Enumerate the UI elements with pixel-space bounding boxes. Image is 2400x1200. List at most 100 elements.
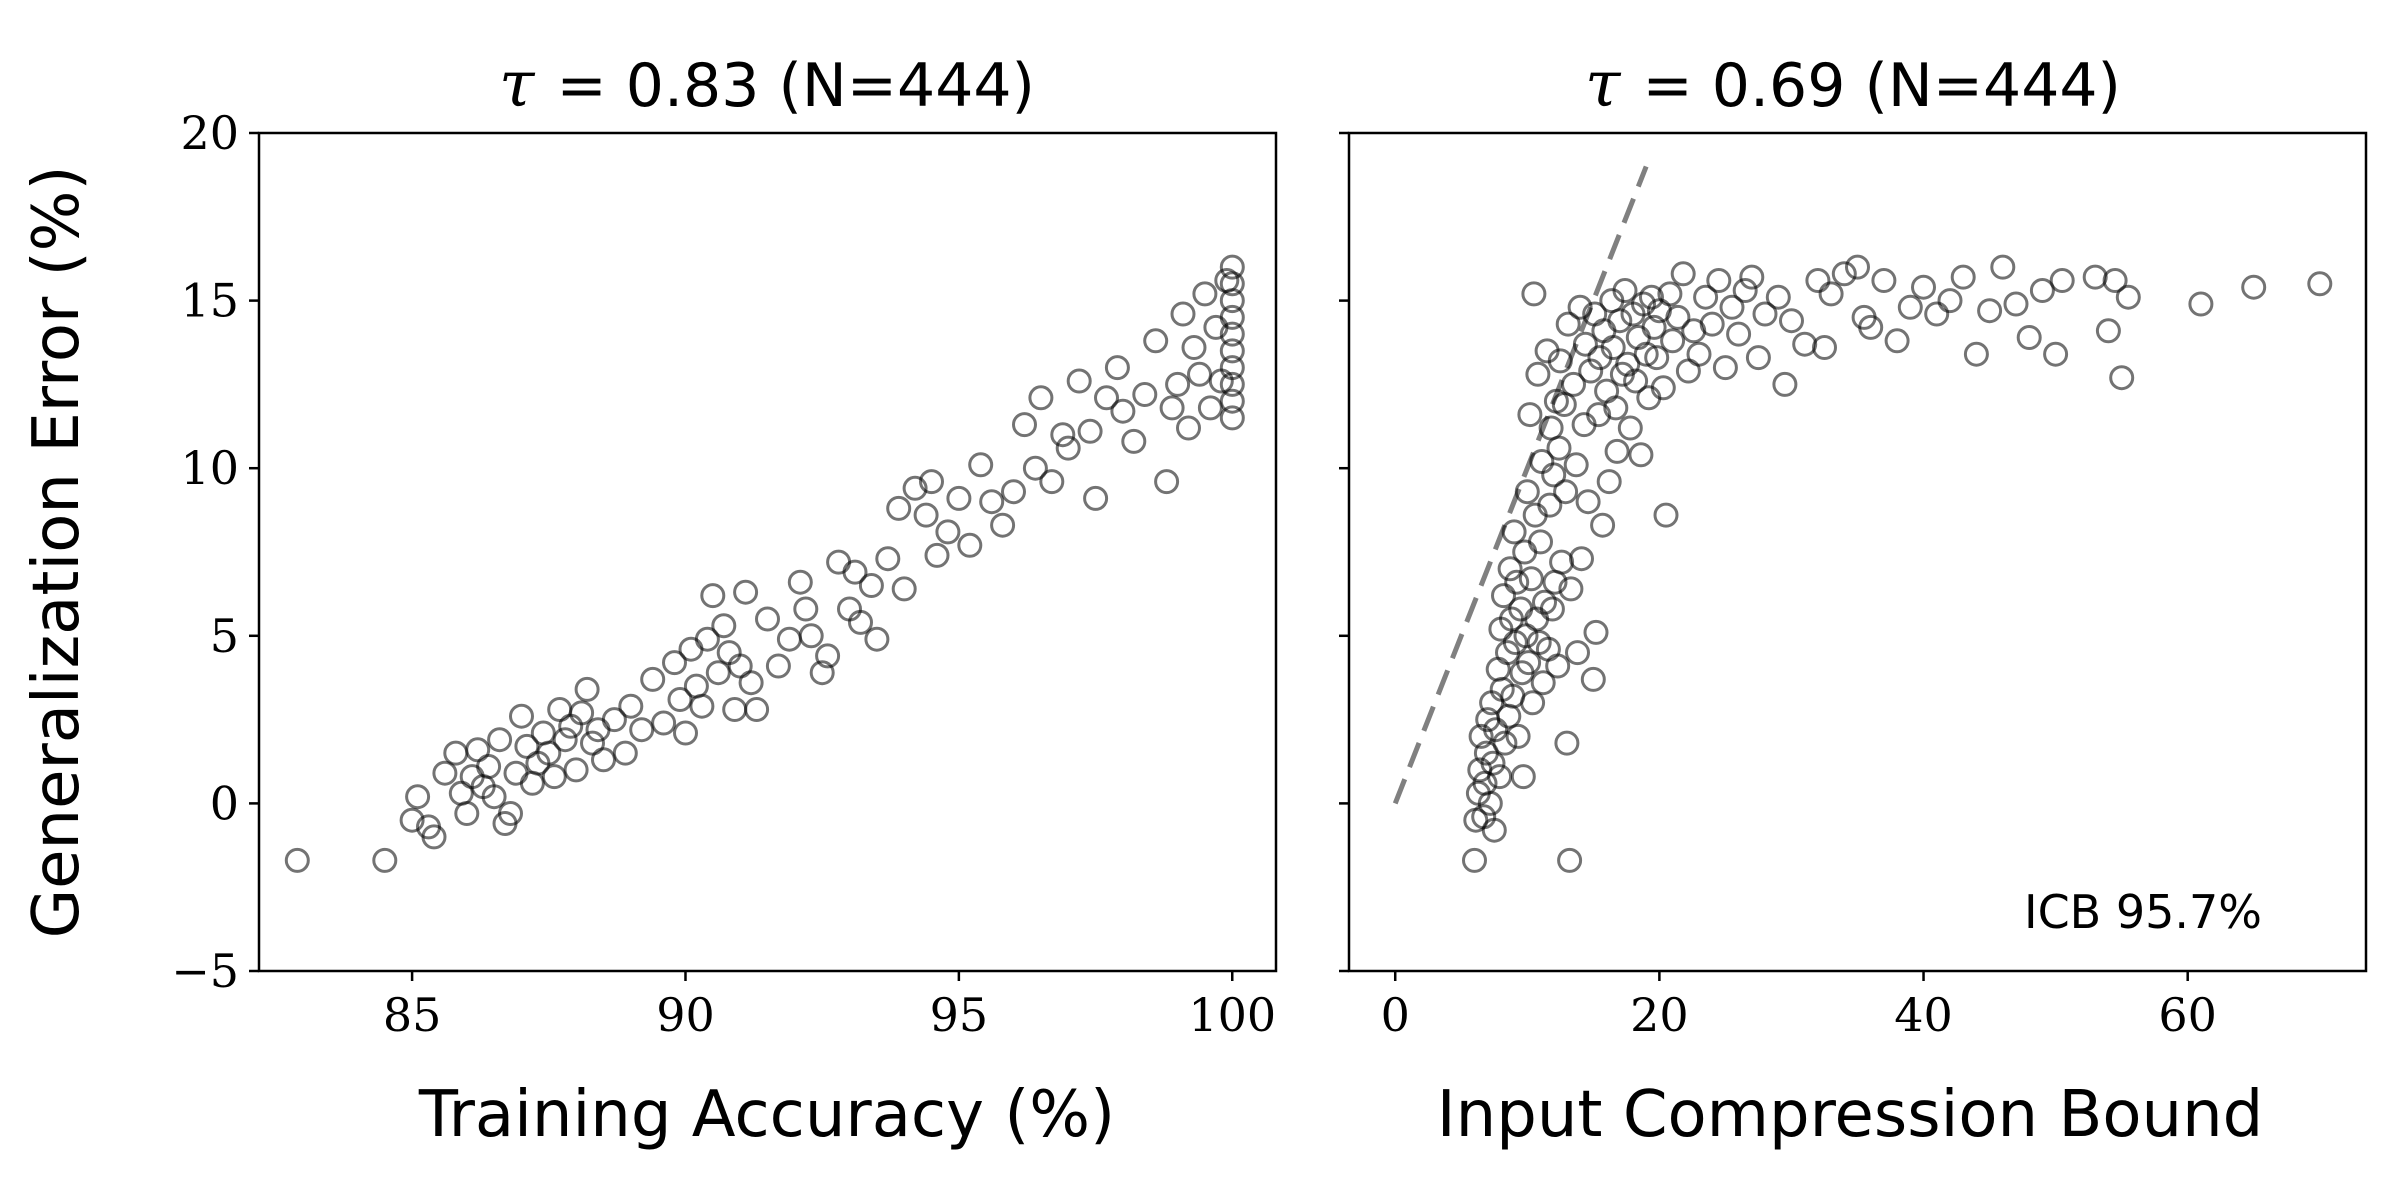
right-plot-frame bbox=[1347, 131, 2368, 973]
right-data-point bbox=[1670, 261, 1696, 287]
left-data-point bbox=[711, 613, 737, 639]
left-data-point bbox=[826, 549, 852, 575]
left-data-point bbox=[864, 626, 890, 652]
right-data-point bbox=[1580, 666, 1606, 692]
left-data-point bbox=[1132, 382, 1158, 407]
left-data-point bbox=[569, 700, 595, 726]
right-reference-line bbox=[1392, 165, 1649, 805]
right-data-point bbox=[2095, 318, 2121, 344]
right-data-point bbox=[1537, 492, 1563, 518]
right-data-point bbox=[1545, 653, 1571, 679]
left-y-tick-label: 5 bbox=[210, 609, 239, 663]
left-data-point bbox=[1077, 418, 1103, 444]
left-points bbox=[284, 254, 1245, 873]
left-data-point bbox=[875, 546, 901, 572]
right-data-point bbox=[1765, 284, 1791, 310]
right-data-point bbox=[1569, 546, 1594, 572]
left-data-point bbox=[765, 653, 791, 679]
left-data-point bbox=[694, 626, 720, 652]
left-y-tick-label: 10 bbox=[180, 441, 239, 495]
left-data-point bbox=[1110, 398, 1136, 424]
right-ticks: 0 20 40 60 bbox=[1339, 131, 2217, 1042]
left-data-point bbox=[667, 687, 693, 712]
right-data-point bbox=[1491, 583, 1516, 609]
left-data-point bbox=[946, 485, 972, 511]
left-data-point bbox=[574, 676, 600, 702]
left-x-tick-label: 85 bbox=[383, 988, 442, 1042]
right-data-point bbox=[1487, 764, 1513, 790]
left-data-point bbox=[1219, 304, 1245, 330]
right-x-tick-label: 60 bbox=[2158, 988, 2217, 1042]
right-data-point bbox=[1628, 442, 1654, 468]
right-data-point bbox=[1496, 703, 1522, 729]
left-data-point bbox=[1192, 281, 1218, 307]
right-data-point bbox=[1492, 730, 1518, 756]
right-data-point bbox=[1572, 331, 1598, 357]
left-data-point bbox=[1012, 412, 1037, 438]
left-y-tick-label: −5 bbox=[171, 944, 239, 998]
left-data-point bbox=[476, 754, 502, 779]
left-data-point bbox=[858, 573, 884, 598]
left-data-point bbox=[815, 643, 841, 669]
left-data-point bbox=[399, 807, 425, 833]
right-data-point bbox=[1563, 452, 1589, 478]
left-x-tick-label: 100 bbox=[1188, 988, 1276, 1042]
right-data-point bbox=[1732, 278, 1758, 303]
left-data-point bbox=[744, 697, 770, 722]
right-data-point bbox=[1779, 308, 1804, 334]
left-x-axis-label: Training Accuracy (%) bbox=[418, 1078, 1115, 1152]
right-data-point bbox=[1485, 656, 1511, 682]
left-title: τ = 0.83 (N=444) bbox=[499, 48, 1035, 122]
left-data-point bbox=[1170, 301, 1196, 327]
left-data-point bbox=[793, 596, 819, 622]
right-data-point bbox=[1521, 281, 1547, 307]
left-data-point bbox=[432, 760, 458, 786]
left-data-point bbox=[405, 784, 431, 810]
right-data-point bbox=[1586, 402, 1612, 428]
right-data-point bbox=[2003, 291, 2029, 317]
right-data-point bbox=[1897, 294, 1923, 320]
right-data-point bbox=[1554, 730, 1580, 756]
left-data-point bbox=[979, 489, 1005, 515]
right-x-axis-label: Input Compression Bound bbox=[1437, 1078, 2264, 1152]
right-data-point bbox=[1719, 294, 1745, 320]
left-data-point bbox=[591, 747, 616, 773]
right-data-point bbox=[1937, 288, 1963, 314]
left-data-point bbox=[1176, 415, 1201, 441]
right-data-point bbox=[1539, 596, 1565, 622]
left-data-point bbox=[284, 847, 310, 873]
right-x-tick-label: 20 bbox=[1630, 988, 1689, 1042]
right-data-point bbox=[1726, 321, 1752, 347]
right-data-point bbox=[1858, 314, 1884, 340]
right-data-point bbox=[1818, 281, 1844, 307]
left-data-point bbox=[798, 623, 824, 649]
left-data-point bbox=[902, 475, 928, 501]
left-data-point bbox=[683, 673, 709, 699]
left-x-tick-label: 90 bbox=[656, 988, 715, 1042]
right-data-point bbox=[1516, 650, 1542, 676]
right-data-point bbox=[1583, 619, 1609, 645]
left-data-point bbox=[372, 847, 398, 873]
right-data-point bbox=[2082, 264, 2108, 290]
right-x-tick-label: 40 bbox=[1894, 988, 1953, 1042]
right-data-point bbox=[1990, 254, 2016, 280]
right-data-point bbox=[1590, 512, 1616, 538]
right-data-point bbox=[1631, 291, 1656, 317]
left-data-point bbox=[924, 542, 950, 568]
left-data-point bbox=[1219, 321, 1245, 347]
left-data-point bbox=[612, 740, 638, 766]
left-data-point bbox=[1143, 328, 1169, 354]
right-data-point bbox=[1745, 345, 1771, 371]
right-data-point bbox=[1623, 368, 1649, 394]
right-data-point bbox=[1565, 640, 1590, 666]
right-data-point bbox=[1518, 566, 1544, 592]
right-data-point bbox=[1706, 268, 1732, 293]
right-data-point bbox=[1812, 335, 1837, 360]
left-y-tick-label: 15 bbox=[180, 274, 239, 328]
right-data-point bbox=[1551, 392, 1577, 417]
left-data-point bbox=[1219, 388, 1245, 414]
left-data-point bbox=[700, 583, 726, 609]
left-data-point bbox=[629, 717, 655, 743]
right-data-point bbox=[1911, 274, 1936, 300]
right-data-point bbox=[1532, 589, 1557, 615]
